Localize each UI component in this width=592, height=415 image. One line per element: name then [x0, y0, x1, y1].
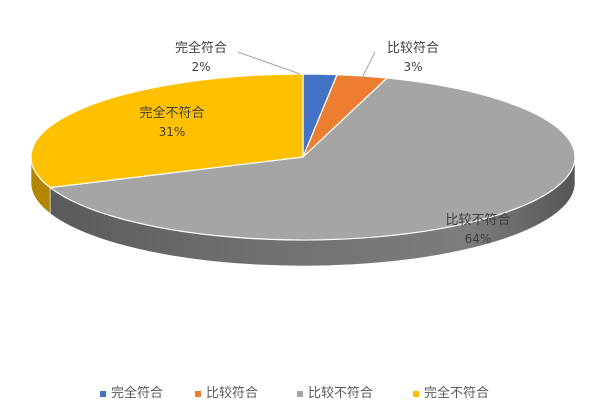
slice-3	[49, 77, 576, 241]
leader-lines	[237, 51, 376, 79]
legend-swatch-4	[413, 391, 419, 397]
legend-label-2: 比较符合	[206, 385, 258, 401]
legend-swatch-3	[297, 391, 303, 397]
data-label-value-4: 31%	[159, 125, 186, 139]
data-label-name-3: 比较不符合	[445, 212, 510, 228]
legend: 完全符合 比较符合 比较不符合 完全不符合	[100, 385, 489, 401]
data-label-value-1: 2%	[191, 60, 210, 74]
legend-swatch-1	[100, 391, 106, 397]
data-label-value-3: 64%	[465, 232, 492, 246]
data-label-name-4: 完全不符合	[139, 105, 204, 121]
data-label-name-1: 完全符合	[175, 40, 227, 56]
data-label-name-2: 比较符合	[387, 40, 439, 56]
data-labels: 完全符合 2% 比较符合 3% 比较不符合 64% 完全不符合 31%	[139, 40, 510, 246]
pie-slices	[30, 73, 576, 241]
leader-line-1	[237, 51, 301, 75]
data-label-value-2: 3%	[403, 60, 422, 74]
leader-line-2	[361, 51, 376, 79]
legend-swatch-2	[195, 391, 201, 397]
legend-label-1: 完全符合	[111, 385, 163, 401]
legend-label-3: 比较不符合	[308, 385, 373, 401]
slice-4	[30, 73, 304, 189]
legend-label-4: 完全不符合	[424, 385, 489, 401]
